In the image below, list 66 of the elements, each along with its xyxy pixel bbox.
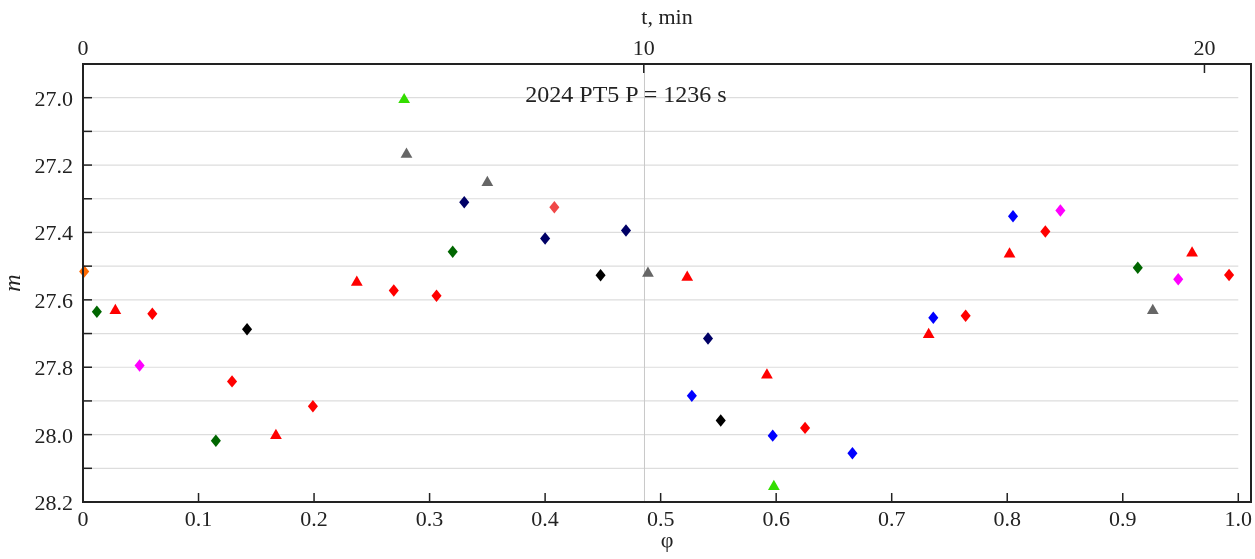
point: [447, 245, 458, 258]
x2-axis-title: t, min: [641, 4, 693, 29]
point: [270, 428, 282, 440]
point: [242, 322, 253, 336]
point: [388, 284, 399, 297]
y-tick-label: 27.0: [34, 85, 73, 111]
x-tick-label: 0.6: [762, 506, 790, 531]
point: [702, 332, 714, 345]
point: [1055, 204, 1066, 217]
x-tick-label: 0.2: [300, 506, 328, 531]
point: [620, 224, 632, 237]
point: [767, 479, 780, 490]
point: [686, 389, 697, 403]
point: [147, 307, 158, 320]
x-tick-label: 0.8: [993, 506, 1021, 531]
y-tick-label: 28.0: [34, 422, 73, 448]
point: [481, 175, 494, 186]
point: [400, 147, 413, 158]
point: [1007, 210, 1019, 223]
x2-tick-label: 10: [632, 35, 655, 60]
point: [540, 232, 551, 245]
point: [642, 266, 654, 277]
point: [210, 434, 221, 447]
point: [398, 92, 411, 104]
point: [109, 303, 122, 315]
x-tick-label: 0.9: [1109, 506, 1137, 531]
x-tick-label: 0.7: [877, 506, 906, 531]
point: [922, 327, 935, 338]
x-tick-label: 0.1: [184, 506, 213, 531]
point: [800, 421, 811, 435]
point: [847, 446, 858, 460]
point: [91, 305, 102, 318]
annotation: 2024 PT5 P = 1236 s: [525, 81, 727, 107]
point: [431, 289, 442, 303]
point: [1186, 246, 1198, 257]
point: [715, 414, 726, 427]
point: [767, 429, 778, 442]
y-axis-title: m: [0, 274, 25, 292]
point: [459, 195, 470, 209]
point: [681, 270, 694, 281]
x2-tick-label: 0: [77, 35, 89, 60]
x-tick-label: 1.0: [1224, 506, 1253, 531]
point: [1003, 247, 1016, 258]
point: [595, 269, 606, 282]
y-tick-label: 28.2: [34, 490, 73, 515]
point: [960, 309, 971, 322]
y-tick-label: 27.8: [34, 355, 73, 381]
y-tick-label: 27.2: [34, 153, 73, 179]
point: [928, 311, 939, 324]
point: [226, 375, 238, 388]
y-tick-label: 27.6: [34, 287, 73, 313]
x2-tick-label: 20: [1193, 35, 1216, 60]
point: [1146, 303, 1159, 315]
x-tick-label: 0: [77, 506, 89, 531]
point: [350, 275, 363, 286]
point: [1173, 273, 1184, 286]
point: [1132, 261, 1143, 275]
point: [761, 368, 773, 379]
point: [307, 400, 318, 413]
y-tick-label: 27.4: [34, 220, 73, 246]
x-tick-label: 0.3: [415, 506, 444, 531]
point: [549, 200, 560, 214]
point: [134, 359, 145, 372]
point: [1040, 225, 1051, 238]
point: [1224, 268, 1235, 282]
x-tick-label: 0.4: [531, 506, 559, 531]
